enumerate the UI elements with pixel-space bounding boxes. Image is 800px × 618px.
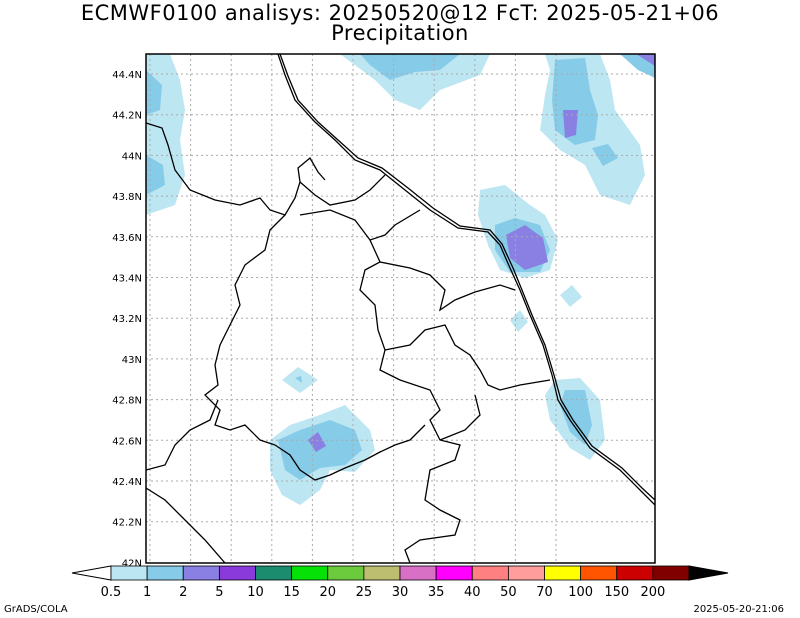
colorbar-box — [544, 565, 582, 581]
border-misc-1 — [299, 174, 386, 206]
lat-label: 44N — [122, 151, 142, 162]
colorbar-box — [291, 565, 329, 581]
colorbar-level-label: 40 — [464, 585, 481, 600]
latitude-labels: 44.4N 44.2N 44N 43.8N 43.6N 43.4N 43.2N 43N 42.8… — [112, 70, 142, 569]
colorbar-box — [616, 565, 654, 581]
colorbar-level-label: 30 — [392, 585, 409, 600]
border-south — [274, 424, 426, 481]
precip-spot-2 — [510, 310, 528, 332]
lat-label: 42.6N — [112, 436, 142, 447]
colorbar-box — [146, 565, 184, 581]
lat-label: 44.4N — [112, 70, 142, 81]
colorbar-level-label: 35 — [428, 585, 445, 600]
colorbar-box — [435, 565, 473, 581]
colorbar-box — [182, 565, 220, 581]
colorbar-level-label: 10 — [247, 585, 264, 600]
lat-label: 43.2N — [112, 314, 142, 325]
colorbar-arrow-right — [688, 565, 729, 581]
precip-core-ne — [552, 58, 598, 145]
colorbar-level-label: 25 — [356, 585, 373, 600]
colorbar-level-label: 5 — [215, 585, 223, 600]
map-subtitle: Precipitation — [331, 21, 469, 45]
lat-label: 43.6N — [112, 233, 142, 244]
lat-label: 44.2N — [112, 111, 142, 122]
border-nw — [146, 122, 326, 216]
precip-core-nw2 — [146, 155, 165, 195]
border-misc-2 — [439, 394, 481, 441]
precip-corner-ne-max — [636, 54, 655, 66]
colorbar-level-label: 100 — [568, 585, 593, 600]
colorbar-box — [110, 565, 148, 581]
precip-core-se — [560, 390, 592, 445]
precip-max-south — [308, 432, 326, 452]
precip-spot-3-core — [295, 376, 302, 383]
border-central-2 — [299, 209, 421, 241]
colorbar-box — [580, 565, 618, 581]
precip-core-south — [278, 420, 362, 480]
lat-label: 42.2N — [112, 518, 142, 529]
coastline-and-borders — [146, 54, 655, 563]
colorbar-arrow-left — [71, 565, 112, 581]
precip-core-nw1 — [146, 70, 162, 115]
lat-label: 43.8N — [112, 192, 142, 203]
precip-core-top — [360, 54, 460, 80]
border-central-5 — [384, 324, 551, 391]
map-title: ECMWF0100 analisys: 20250520@12 FcT: 202… — [80, 1, 720, 25]
colorbar-level-label: 200 — [640, 585, 665, 600]
colorbar — [71, 565, 729, 581]
precip-spot-1 — [560, 285, 582, 307]
precipitation-field — [146, 54, 655, 505]
border-central-3 — [359, 239, 461, 563]
colorbar-level-label: 15 — [283, 585, 300, 600]
colorbar-level-label: 1 — [143, 585, 151, 600]
colorbar-level-label: 70 — [536, 585, 553, 600]
lat-label: 42N — [122, 558, 142, 569]
border-sw — [146, 399, 219, 471]
colorbar-level-label: 2 — [179, 585, 187, 600]
coastline — [277, 54, 655, 506]
colorbar-box — [507, 565, 545, 581]
precip-max-ne — [563, 110, 578, 138]
lat-label: 43N — [122, 355, 142, 366]
colorbar-level-label: 0.5 — [101, 585, 122, 600]
precip-max-ancona — [506, 225, 548, 270]
footer-timestamp: 2025-05-20-21:06 — [693, 604, 784, 615]
colorbar-box — [652, 565, 690, 581]
colorbar-box — [471, 565, 509, 581]
colorbar-level-label: 150 — [604, 585, 629, 600]
tyrrhenian-coast — [146, 487, 226, 563]
colorbar-box — [327, 565, 365, 581]
colorbar-level-label: 50 — [500, 585, 517, 600]
colorbar-level-label: 20 — [319, 585, 336, 600]
colorbar-box — [218, 565, 256, 581]
lat-label: 42.4N — [112, 477, 142, 488]
lat-label: 42.8N — [112, 396, 142, 407]
colorbar-box — [363, 565, 401, 581]
coastline-offset — [279, 54, 655, 501]
plot-frame — [145, 53, 656, 564]
colorbar-box — [399, 565, 437, 581]
colorbar-labels: 0.5 1 2 5 10 15 20 25 30 35 40 50 70 100 150 200 — [101, 585, 666, 600]
footer-grads: GrADS/COLA — [4, 604, 68, 615]
precip-spot-ne — [592, 144, 618, 166]
border-central-4 — [379, 261, 516, 312]
colorbar-box — [255, 565, 293, 581]
lat-label: 43.4N — [112, 274, 142, 285]
border-central-1 — [204, 214, 286, 446]
